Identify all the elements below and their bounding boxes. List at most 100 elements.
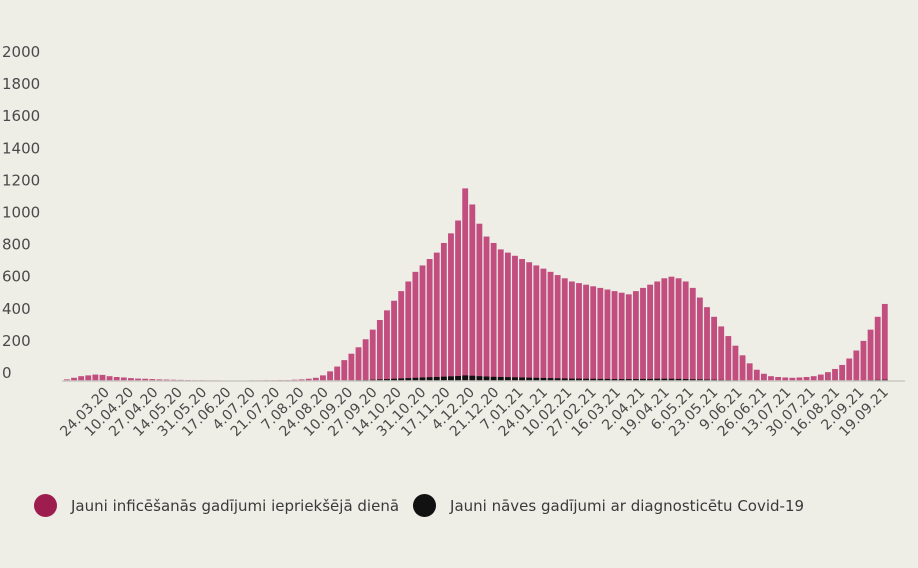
bar-cases	[462, 188, 469, 381]
y-tick-label: 1600	[2, 107, 40, 125]
bar-deaths	[526, 377, 533, 381]
bar-cases	[561, 278, 568, 381]
bar-deaths	[540, 377, 547, 381]
bar-deaths	[604, 378, 611, 381]
bar-cases	[433, 252, 440, 381]
bar-cases	[490, 242, 497, 381]
bar-cases	[440, 242, 447, 381]
bar-cases	[604, 289, 611, 381]
bar-cases	[718, 326, 725, 381]
bar-cases	[384, 310, 390, 381]
bar-cases	[135, 378, 141, 381]
bar-deaths	[448, 376, 454, 381]
bar-cases	[334, 366, 341, 381]
bar-cases	[540, 268, 547, 381]
legend: Jauni inficēšanās gadījumi iepriekšējā d…	[34, 494, 818, 517]
bar-cases	[412, 271, 419, 381]
bar-cases	[576, 283, 582, 381]
bar-deaths	[462, 375, 469, 381]
bar-cases	[789, 377, 796, 381]
bar-cases	[583, 284, 590, 381]
bar-cases	[725, 336, 732, 381]
bar-deaths	[426, 377, 433, 381]
bar-cases	[597, 287, 604, 381]
bar-deaths	[618, 379, 625, 381]
bar-deaths	[682, 379, 689, 381]
bar-deaths	[661, 378, 668, 381]
bar-cases	[448, 233, 454, 381]
bar-deaths	[533, 377, 540, 381]
bar-cases	[348, 353, 355, 381]
bar-cases	[625, 294, 632, 381]
bar-cases	[867, 329, 874, 381]
bar-cases	[78, 376, 85, 381]
bar-cases	[668, 276, 675, 381]
bar-deaths	[561, 378, 568, 381]
bar-cases	[611, 291, 618, 381]
bar-cases	[504, 252, 511, 381]
legend-item-deaths: Jauni nāves gadījumi ar diagnosticētu Co…	[413, 494, 804, 517]
bar-cases	[120, 377, 127, 381]
bar-deaths	[476, 376, 483, 381]
bar-deaths	[547, 378, 554, 381]
y-tick-label: 1000	[2, 204, 40, 222]
bar-deaths	[611, 379, 618, 381]
bar-deaths	[398, 378, 405, 381]
bar-cases	[711, 316, 718, 381]
bar-deaths	[504, 377, 511, 381]
bar-cases	[647, 284, 654, 381]
bar-deaths	[497, 376, 504, 381]
bar-cases	[803, 376, 810, 381]
bar-cases	[376, 320, 383, 381]
bar-deaths	[625, 379, 632, 381]
bar-cases	[341, 360, 348, 381]
bar-cases	[547, 271, 554, 381]
bar-cases	[704, 307, 710, 381]
bar-cases	[483, 236, 490, 381]
bar-deaths	[590, 378, 597, 381]
bar-deaths	[654, 378, 661, 381]
bar-cases	[696, 297, 703, 381]
bar-cases	[85, 375, 92, 381]
bar-cases	[519, 259, 525, 381]
bar-cases	[775, 376, 782, 381]
bar-deaths	[433, 376, 440, 381]
bar-deaths	[391, 378, 397, 381]
bar-deaths	[519, 377, 525, 381]
bar-cases	[405, 281, 412, 381]
bar-cases	[853, 350, 860, 381]
y-tick-label: 2000	[2, 43, 40, 61]
bar-deaths	[469, 375, 476, 381]
bar-cases	[106, 376, 113, 381]
bar-cases	[568, 281, 575, 381]
bar-cases	[426, 259, 433, 381]
y-tick-label: 200	[2, 332, 31, 350]
bar-cases	[839, 364, 846, 381]
bar-cases	[99, 374, 106, 381]
legend-swatch-deaths	[413, 494, 437, 517]
bar-deaths	[689, 379, 696, 381]
bar-cases	[526, 262, 533, 381]
bar-deaths	[696, 379, 703, 381]
bar-deaths	[455, 376, 461, 381]
bar-cases	[760, 373, 767, 381]
bar-deaths	[647, 378, 654, 381]
bar-cases	[739, 355, 746, 381]
bar-cases	[689, 287, 696, 381]
bar-cases	[419, 265, 426, 381]
bar-deaths	[490, 376, 497, 381]
bar-cases	[632, 291, 639, 381]
bar-cases	[149, 379, 156, 381]
bar-cases	[654, 281, 661, 381]
bar-cases	[618, 292, 625, 381]
bar-cases	[554, 275, 561, 381]
bar-deaths	[384, 379, 390, 381]
y-tick-label: 0	[2, 364, 12, 382]
bar-deaths	[675, 378, 682, 381]
bar-cases	[476, 223, 483, 381]
bar-cases	[64, 379, 70, 381]
bar-cases	[782, 377, 789, 381]
bar-cases	[768, 376, 774, 381]
bar-deaths	[376, 379, 383, 381]
